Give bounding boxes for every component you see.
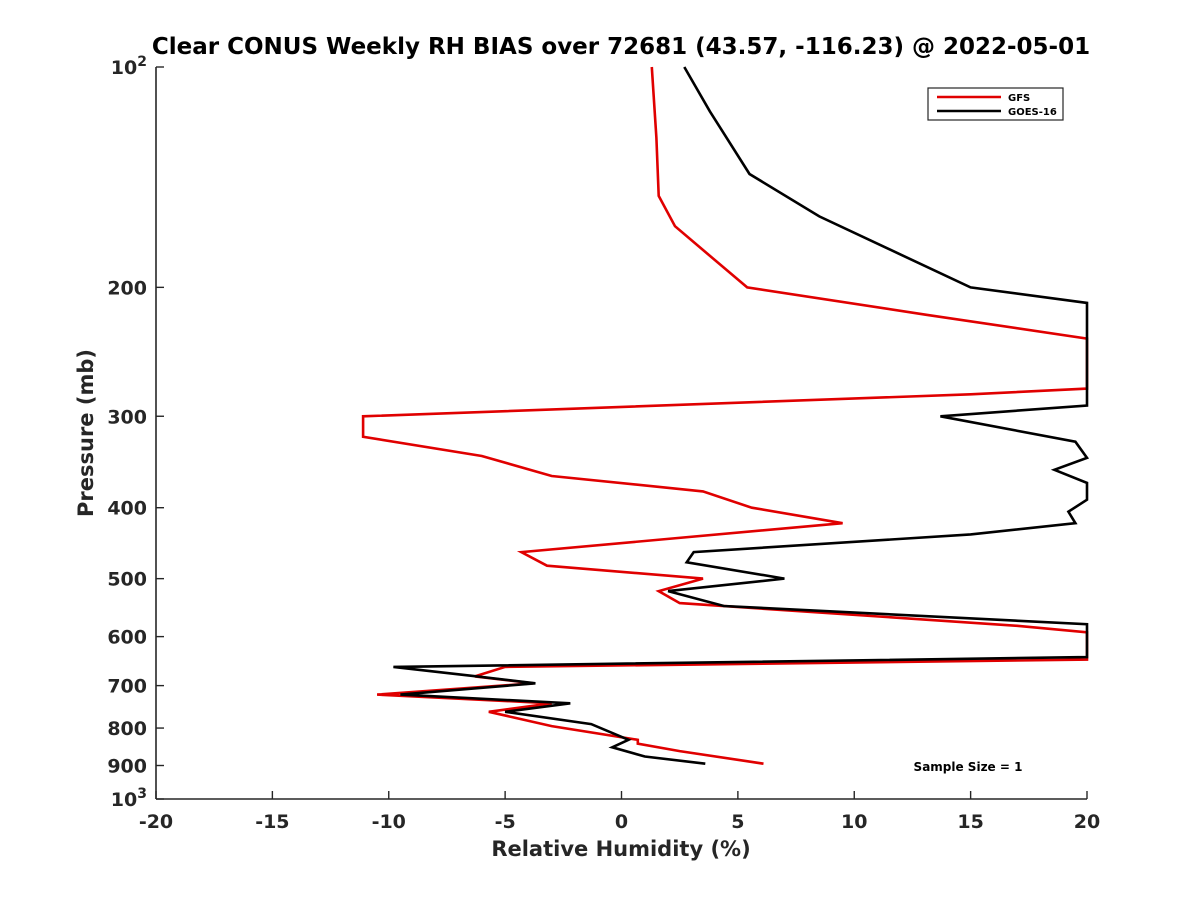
x-tick-label: 0 bbox=[615, 811, 628, 833]
y-tick-label: 200 bbox=[107, 277, 147, 299]
y-ticks: 102 200 300 400 500 600 700 800 900 103 bbox=[107, 54, 164, 811]
x-tick-label: -15 bbox=[255, 811, 289, 833]
series-line-goes-16 bbox=[393, 66, 1090, 765]
x-tick-label: 5 bbox=[731, 811, 744, 833]
legend-label-gfs: GFS bbox=[1008, 93, 1030, 104]
y-tick-label: 400 bbox=[107, 498, 147, 520]
y-tick-label: 300 bbox=[107, 406, 147, 428]
chart-title: Clear CONUS Weekly RH BIAS over 72681 (4… bbox=[152, 34, 1090, 60]
y-tick-label: 600 bbox=[107, 627, 147, 649]
legend-box bbox=[927, 87, 1064, 121]
y-tick-label: 102 bbox=[111, 54, 147, 79]
x-tick-label: 15 bbox=[957, 811, 983, 833]
series-layer bbox=[361, 66, 1090, 765]
y-tick-label: 700 bbox=[107, 676, 147, 698]
x-tick-label: 20 bbox=[1074, 811, 1100, 833]
legend-label-goes-16: GOES-16 bbox=[1008, 107, 1057, 118]
x-tick-label: -20 bbox=[139, 811, 173, 833]
x-tick-label: 10 bbox=[841, 811, 867, 833]
y-tick-label: 900 bbox=[107, 756, 147, 778]
y-tick-label: 800 bbox=[107, 718, 147, 740]
x-tick-label: -5 bbox=[495, 811, 516, 833]
legend: GFS GOES-16 bbox=[927, 87, 1064, 121]
series-line-gfs bbox=[361, 66, 1089, 765]
y-axis-label: Pressure (mb) bbox=[74, 349, 98, 517]
y-tick-label: 500 bbox=[107, 569, 147, 591]
sample-size-annotation: Sample Size = 1 bbox=[914, 760, 1023, 774]
x-ticks: -20 -15 -10 -5 0 5 10 15 20 bbox=[139, 791, 1100, 833]
x-tick-label: -10 bbox=[372, 811, 406, 833]
x-axis-label: Relative Humidity (%) bbox=[491, 837, 750, 861]
y-tick-label: 103 bbox=[111, 786, 147, 811]
